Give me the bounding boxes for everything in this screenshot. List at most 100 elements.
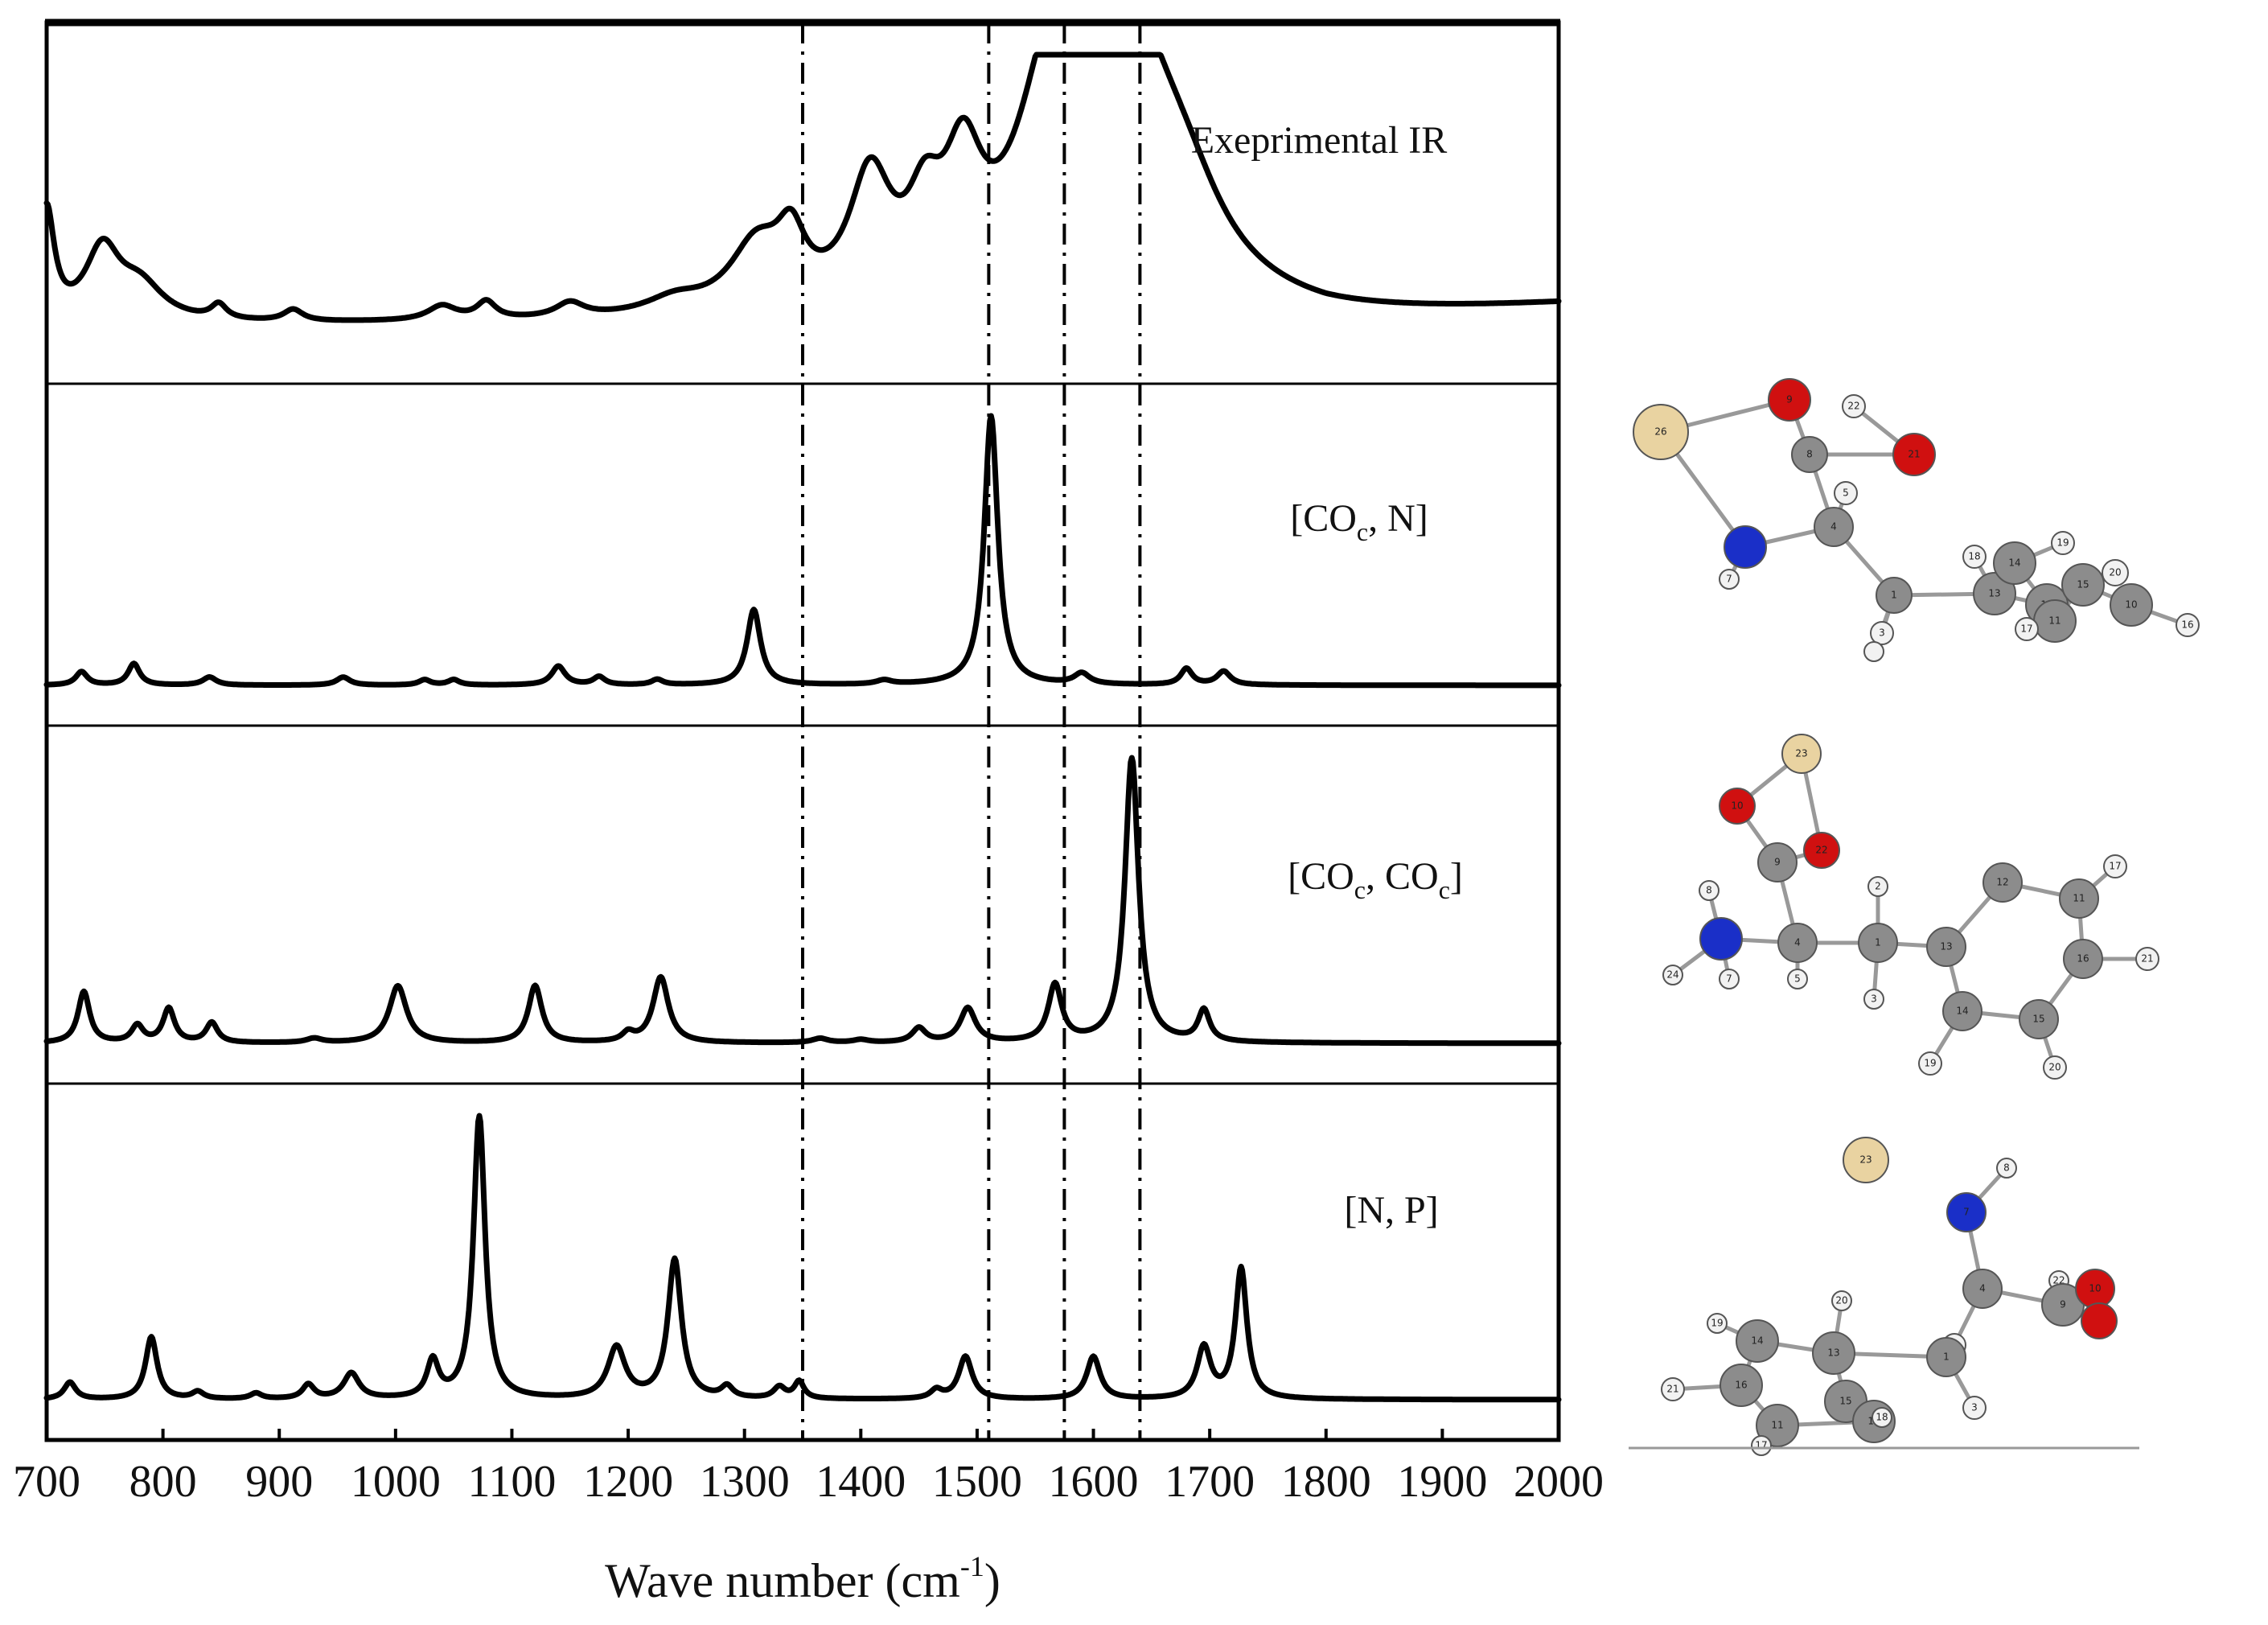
atom — [1803, 832, 1840, 869]
atom — [2043, 1055, 2067, 1080]
atom — [2019, 999, 2059, 1039]
atom-label: 21 — [2141, 953, 2153, 965]
atom-label: 9 — [1786, 394, 1793, 405]
atom — [1863, 989, 1884, 1010]
legend-label-experimental-ir: Exeprimental IR — [1191, 119, 1448, 162]
atom — [1768, 378, 1811, 422]
atom-label: 22 — [1815, 845, 1827, 856]
x-tick-label: 1900 — [1397, 1457, 1487, 1507]
atom-label: 14 — [2008, 557, 2020, 569]
x-tick-label: 1600 — [1049, 1457, 1139, 1507]
atom-label: 5 — [1794, 973, 1801, 985]
atom-label: 22 — [1847, 401, 1859, 412]
atom-label: 4 — [1830, 521, 1837, 533]
atom — [1719, 569, 1740, 590]
atom-label: 14 — [1751, 1335, 1763, 1347]
atom-label: 1 — [1891, 590, 1897, 601]
x-tick-label: 1100 — [468, 1457, 557, 1507]
co-co-structure: 23102298247452131318121711162114151920 — [1662, 734, 2159, 1080]
atom-label: 8 — [1706, 885, 1712, 896]
atom-label: 1 — [1875, 937, 1881, 948]
atom-label: 26 — [1654, 426, 1666, 438]
atom-label: 13 — [1827, 1347, 1839, 1359]
atom — [1719, 1364, 1763, 1407]
x-axis-title: Wave number (cm-1) — [605, 1550, 1000, 1607]
atom — [1781, 734, 1822, 774]
atom-label: 21 — [1666, 1384, 1678, 1395]
atom-label: 3 — [1871, 994, 1877, 1005]
atom-label: 4 — [1979, 1283, 1986, 1294]
atom-label: 10 — [2125, 599, 2137, 611]
atom-label: 23 — [1795, 748, 1807, 759]
atom-label: 13 — [1940, 941, 1952, 952]
atom — [2059, 878, 2099, 919]
atom — [1996, 1158, 2017, 1179]
atom — [1661, 1377, 1685, 1401]
atom-label: 16 — [2181, 619, 2193, 631]
atom — [1993, 541, 2036, 585]
atom-label: 20 — [2109, 567, 2121, 578]
x-tick-label: 1400 — [816, 1457, 906, 1507]
x-tick-label: 900 — [245, 1457, 313, 1507]
atom — [2102, 559, 2129, 586]
atom — [1962, 1396, 1987, 1420]
atom — [1962, 1269, 2003, 1309]
atom — [1699, 880, 1719, 901]
atom — [1867, 876, 1888, 897]
atom-label: 1 — [1943, 1351, 1950, 1363]
atom-label: 23 — [1859, 1154, 1872, 1166]
atom-label: 11 — [1771, 1420, 1783, 1431]
x-tick-label: 800 — [129, 1457, 197, 1507]
atom-label: 15 — [2077, 579, 2089, 590]
atom — [1834, 481, 1858, 505]
atom-label: 10 — [2089, 1283, 2101, 1294]
atom — [2176, 613, 2200, 637]
atom-label: 19 — [1711, 1318, 1723, 1329]
atom-label: 9 — [2060, 1299, 2066, 1310]
atom — [1843, 1137, 1889, 1183]
atom-label: 17 — [2020, 623, 2032, 635]
atom-label: 21 — [1908, 449, 1920, 460]
atom-label: 16 — [1735, 1380, 1747, 1391]
atom — [1831, 1290, 1852, 1311]
atom-label: 18 — [1968, 551, 1980, 562]
atom-label: 7 — [1726, 574, 1732, 585]
atom — [1756, 1404, 1799, 1447]
atom — [1872, 1407, 1892, 1428]
atom-label: 8 — [2003, 1162, 2010, 1174]
atom — [1787, 969, 1808, 989]
x-tick-label: 1500 — [932, 1457, 1022, 1507]
atom — [1876, 577, 1913, 614]
x-tick-label: 1000 — [351, 1457, 441, 1507]
atom — [1926, 1337, 1966, 1377]
n-p-structure: 23874229105131319142016152111171218 — [1661, 1137, 2118, 1456]
atom — [1973, 572, 2016, 615]
atom — [1926, 927, 1966, 967]
atom-label: 5 — [1843, 488, 1849, 499]
atom-label: 15 — [1839, 1396, 1851, 1407]
molecular-structures: 2698222154711813141912152011101716323102… — [1629, 378, 2200, 1456]
atom — [1736, 1319, 1779, 1363]
atom — [1724, 525, 1767, 569]
atom — [1962, 545, 1987, 569]
x-tick-label: 700 — [13, 1457, 80, 1507]
atom — [1892, 433, 1936, 476]
atom — [1719, 969, 1740, 989]
atom — [1863, 641, 1884, 662]
atom — [1719, 788, 1756, 825]
atom — [1751, 1435, 1772, 1456]
atom-label: 15 — [2032, 1014, 2044, 1025]
x-tick-label: 1200 — [583, 1457, 673, 1507]
atom-label: 10 — [1731, 800, 1743, 812]
atom — [1870, 621, 1894, 645]
atom — [1842, 394, 1866, 418]
atom-label: 22 — [2052, 1275, 2065, 1286]
atom-label: 11 — [2048, 615, 2061, 627]
atom-label: 7 — [1963, 1207, 1970, 1218]
atom — [1777, 923, 1818, 963]
atom-label: 18 — [1876, 1412, 1888, 1423]
atom — [1858, 923, 1898, 963]
atom — [1662, 965, 1683, 985]
atom — [2081, 1302, 2118, 1339]
legend-label-co-n: [COc, N] — [1290, 497, 1428, 546]
